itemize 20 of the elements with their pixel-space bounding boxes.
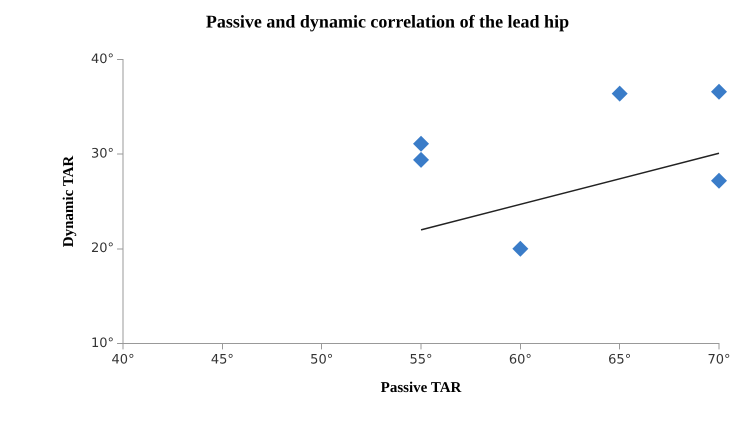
y-tick-label: 20° (90, 241, 114, 256)
point (711, 172, 727, 189)
point (612, 86, 628, 102)
point (711, 84, 727, 100)
x-tick-label: 50° (310, 352, 334, 368)
y-axis-title: Dynamic TAR (60, 156, 77, 248)
point (512, 240, 528, 257)
x-tick-label: 65° (608, 352, 632, 368)
point (413, 152, 430, 168)
y-tick-label: 40° (90, 52, 114, 67)
x-tick-label: 55° (410, 352, 433, 368)
x-tick-label: 70° (707, 352, 731, 368)
x-tick-label: 40° (112, 352, 135, 368)
x-tick-label: 60° (508, 352, 532, 368)
y-tick-label: 10° (90, 336, 114, 351)
chart-title: Passive and dynamic correlation of the lead hip (206, 11, 570, 32)
x-tick-label: 45° (210, 352, 234, 368)
x-axis-title: Passive TAR (380, 380, 462, 396)
point (413, 136, 430, 152)
y-tick-label: 30° (90, 146, 114, 162)
